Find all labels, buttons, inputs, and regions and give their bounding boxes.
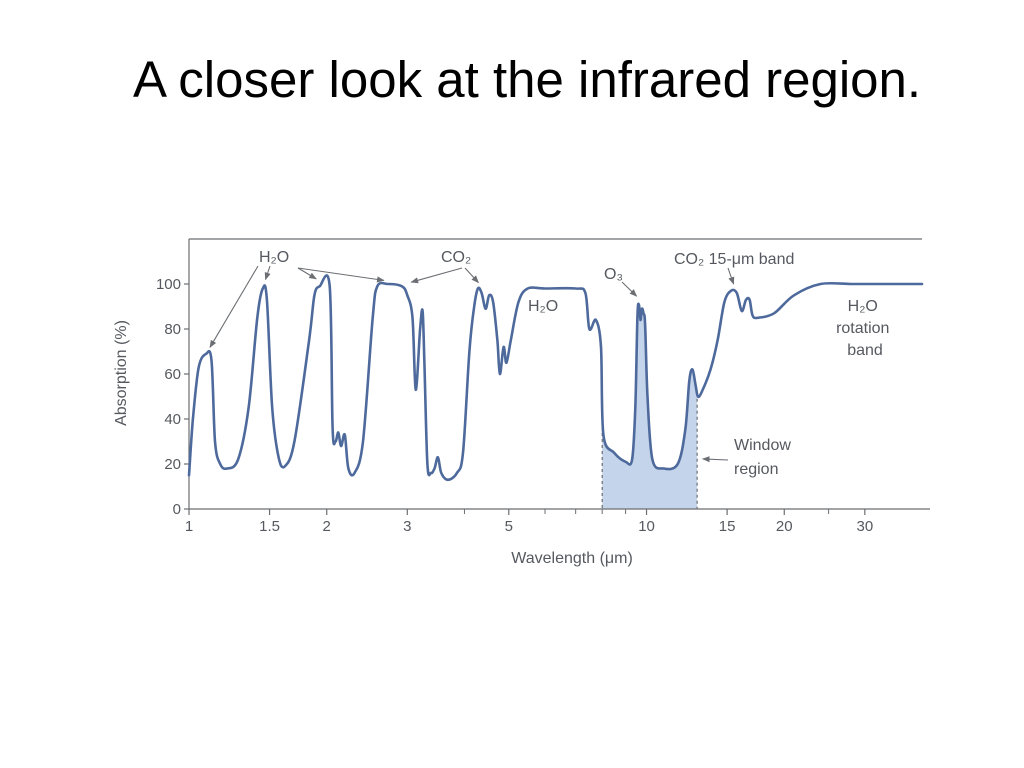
y-tick-label: 0 <box>173 501 181 518</box>
slide-title: A closer look at the infrared region. <box>132 51 922 108</box>
annotation-h2o-rotation: H₂O rotation band <box>836 298 894 359</box>
y-tick-label: 100 <box>156 276 181 293</box>
annotation-arrow-window <box>701 456 729 463</box>
x-tick-label: 1.5 <box>259 518 280 535</box>
annotation-arrow-o3 <box>621 281 638 297</box>
annotation-window-region: Window region <box>734 437 795 478</box>
annotation-arrow-h2o-1 <box>297 267 385 283</box>
annotation-h2o-rotation-line: H₂O <box>848 298 878 315</box>
x-tick-label: 10 <box>638 518 655 535</box>
annotation-h2o-rotation-line: band <box>847 342 883 359</box>
x-tick-label: 1 <box>185 518 193 535</box>
annotation-window-region-line: Window <box>734 437 791 454</box>
y-axis-title: Absorption (%) <box>113 320 130 426</box>
x-axis-title: Wavelength (μm) <box>511 550 633 567</box>
annotation-arrow-h2o-1 <box>209 265 259 348</box>
absorption-line <box>187 274 924 482</box>
x-tick-label: 3 <box>403 518 411 535</box>
x-tick-label: 2 <box>323 518 331 535</box>
annotation-o3: O₃ <box>604 266 623 283</box>
window-shade-area <box>602 303 698 509</box>
y-tick-label: 60 <box>164 366 181 383</box>
annotation-co2-15: CO₂ 15-μm band <box>674 251 794 268</box>
annotation-window-region-line: region <box>734 461 778 478</box>
annotation-h2o-rotation-line: rotation <box>836 320 889 337</box>
annotation-h2o-2: H₂O <box>528 298 558 315</box>
y-tick-label: 20 <box>164 456 181 473</box>
annotation-arrow-co2-1 <box>410 267 463 284</box>
annotation-arrow-h2o-1 <box>264 265 271 281</box>
annotation-arrow-co2-1 <box>464 267 479 284</box>
chart-axes: 0 20 40 60 80 100 1 1.5 2 3 5 10 15 20 30 <box>156 238 930 535</box>
y-tick-label: 40 <box>164 411 181 428</box>
annotation-arrow-co2-15 <box>727 267 735 285</box>
x-tick-label: 5 <box>505 518 513 535</box>
absorption-series <box>187 274 924 482</box>
y-tick-label: 80 <box>164 321 181 338</box>
annotation-arrows <box>209 265 735 463</box>
x-tick-label: 20 <box>776 518 793 535</box>
annotation-arrow-h2o-1 <box>297 267 317 280</box>
x-tick-label: 15 <box>719 518 736 535</box>
annotation-h2o-1: H₂O <box>259 249 289 266</box>
x-tick-label: 30 <box>856 518 873 535</box>
window-region-shading <box>601 303 698 509</box>
annotation-co2-1: CO₂ <box>441 249 471 266</box>
